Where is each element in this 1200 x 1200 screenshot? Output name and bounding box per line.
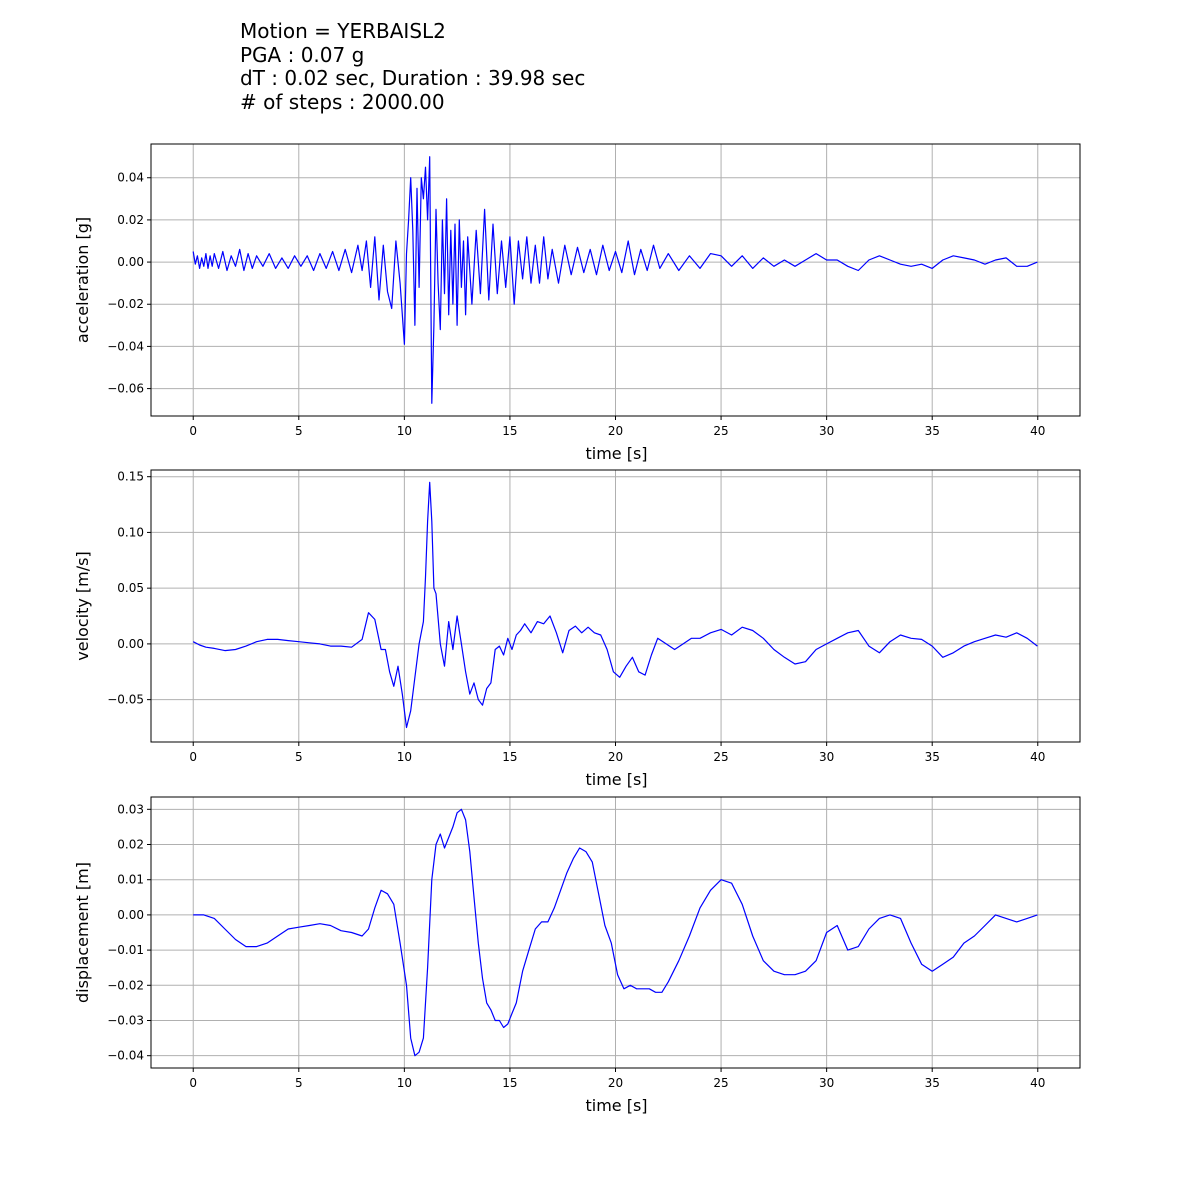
acceleration-x-tick-label: 40 bbox=[1030, 424, 1045, 438]
acceleration-x-tick-label: 5 bbox=[295, 424, 303, 438]
displacement-x-tick-label: 25 bbox=[713, 1076, 728, 1090]
acceleration-series-line bbox=[192, 156, 1038, 404]
displacement-x-tick-label: 35 bbox=[925, 1076, 940, 1090]
acceleration-x-tick-label: 0 bbox=[189, 424, 197, 438]
displacement-x-axis-label: time [s] bbox=[585, 1096, 647, 1115]
displacement-x-tick-label: 15 bbox=[502, 1076, 517, 1090]
velocity-x-tick-label: 20 bbox=[608, 750, 623, 764]
velocity-x-tick-label: 30 bbox=[819, 750, 834, 764]
velocity-y-tick-label: 0.10 bbox=[117, 525, 144, 539]
acceleration-x-axis-label: time [s] bbox=[585, 444, 647, 463]
acceleration-y-tick-label: 0.04 bbox=[117, 171, 144, 185]
displacement-y-tick-label: −0.01 bbox=[107, 943, 144, 957]
velocity-x-axis-label: time [s] bbox=[585, 770, 647, 789]
acceleration-y-axis-label: acceleration [g] bbox=[73, 217, 92, 343]
velocity-y-tick-label: 0.15 bbox=[117, 470, 144, 484]
displacement-panel: 0 5 10 15 20 25 30 35 40 −0.04 −0.03 −0.02 −0.01 0.00… bbox=[73, 796, 1081, 1115]
acceleration-y-tick-label: −0.06 bbox=[107, 382, 144, 396]
displacement-y-tick-label: −0.02 bbox=[107, 978, 144, 992]
motion-name: Motion = YERBAISL2 bbox=[240, 19, 446, 43]
displacement-x-tick-label: 20 bbox=[608, 1076, 623, 1090]
velocity-x-tick-label: 10 bbox=[397, 750, 412, 764]
acceleration-y-tick-label: −0.04 bbox=[107, 339, 144, 353]
timestep-duration: dT : 0.02 sec, Duration : 39.98 sec bbox=[240, 66, 586, 90]
displacement-y-tick-label: −0.04 bbox=[107, 1049, 144, 1063]
acceleration-y-tick-label: 0.00 bbox=[117, 255, 144, 269]
acceleration-x-tick-label: 10 bbox=[397, 424, 412, 438]
velocity-y-tick-label: −0.05 bbox=[107, 693, 144, 707]
acceleration-x-tick-label: 20 bbox=[608, 424, 623, 438]
displacement-y-tick-label: −0.03 bbox=[107, 1013, 144, 1027]
displacement-y-tick-label: 0.03 bbox=[117, 802, 144, 816]
velocity-panel: 0 5 10 15 20 25 30 35 40 −0.05 0.00 0.05 0.10 0.15 tim… bbox=[73, 469, 1081, 789]
displacement-series-line bbox=[193, 808, 1038, 1057]
velocity-x-tick-label: 5 bbox=[295, 750, 303, 764]
displacement-x-tick-label: 10 bbox=[397, 1076, 412, 1090]
velocity-x-tick-label: 40 bbox=[1030, 750, 1045, 764]
figure-header: Motion = YERBAISL2 PGA : 0.07 g dT : 0.0… bbox=[240, 19, 586, 114]
acceleration-x-tick-label: 25 bbox=[713, 424, 728, 438]
velocity-x-tick-label: 0 bbox=[189, 750, 197, 764]
velocity-x-tick-label: 25 bbox=[713, 750, 728, 764]
step-count: # of steps : 2000.00 bbox=[240, 89, 445, 114]
displacement-y-tick-label: 0.00 bbox=[117, 908, 144, 922]
displacement-x-tick-label: 0 bbox=[189, 1076, 197, 1090]
acceleration-y-tick-label: 0.02 bbox=[117, 213, 144, 227]
velocity-y-tick-label: 0.05 bbox=[117, 581, 144, 595]
acceleration-x-tick-label: 15 bbox=[502, 424, 517, 438]
acceleration-panel: 0 5 10 15 20 25 30 35 40 −0.06 −0.04 −0.02 0.00 0.02 0… bbox=[73, 143, 1081, 463]
velocity-series-line bbox=[192, 481, 1038, 729]
velocity-y-tick-label: 0.00 bbox=[117, 637, 144, 651]
acceleration-x-tick-label: 30 bbox=[819, 424, 834, 438]
displacement-x-tick-label: 30 bbox=[819, 1076, 834, 1090]
acceleration-y-tick-label: −0.02 bbox=[107, 297, 144, 311]
velocity-y-axis-label: velocity [m/s] bbox=[73, 551, 92, 660]
displacement-x-tick-label: 40 bbox=[1030, 1076, 1045, 1090]
velocity-x-tick-label: 15 bbox=[502, 750, 517, 764]
displacement-y-axis-label: displacement [m] bbox=[73, 862, 92, 1003]
displacement-x-tick-label: 5 bbox=[295, 1076, 303, 1090]
pga-value: PGA : 0.07 g bbox=[240, 42, 365, 67]
acceleration-x-tick-label: 35 bbox=[925, 424, 940, 438]
velocity-x-tick-label: 35 bbox=[925, 750, 940, 764]
displacement-y-tick-label: 0.02 bbox=[117, 838, 144, 852]
displacement-y-tick-label: 0.01 bbox=[117, 873, 144, 887]
